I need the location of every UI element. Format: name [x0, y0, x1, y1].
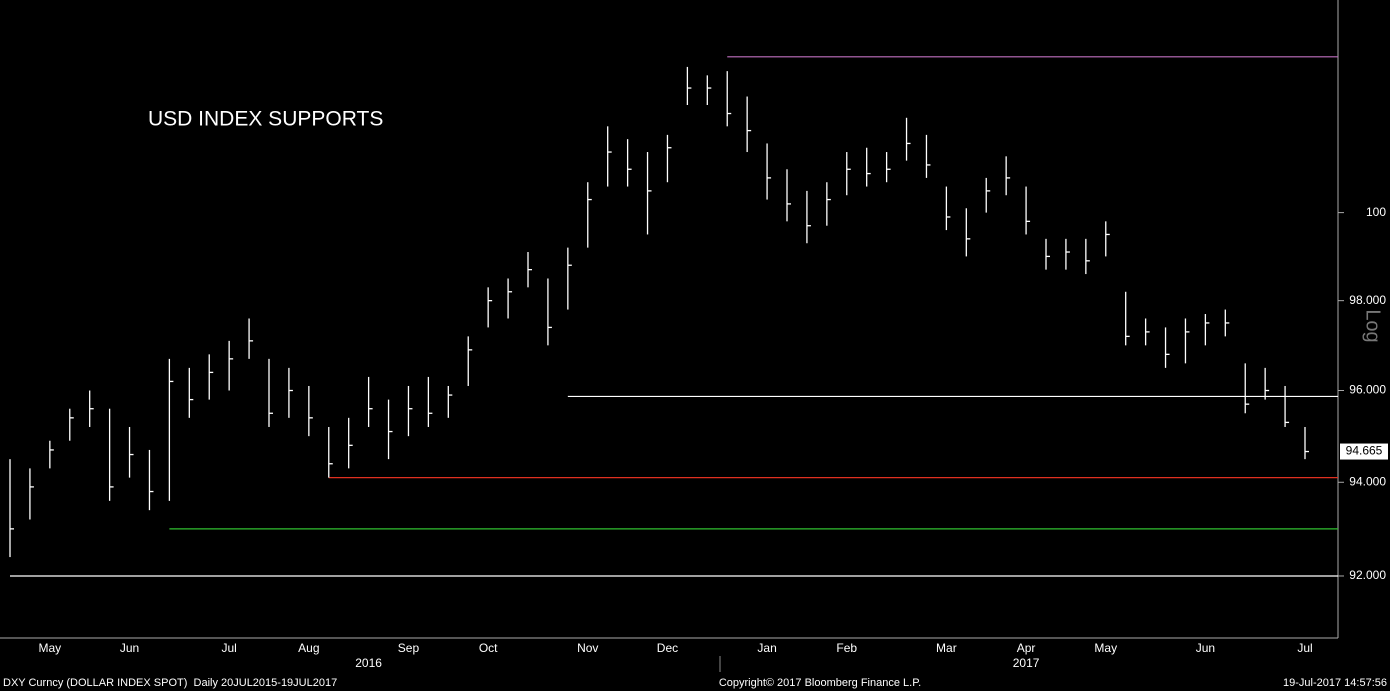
year-label: 2017: [1013, 656, 1040, 670]
y-tick-label: 92.000: [1349, 568, 1386, 582]
x-tick-label: Aug: [298, 641, 319, 655]
x-tick-label: Sep: [398, 641, 420, 655]
x-tick-label: Nov: [577, 641, 598, 655]
x-tick-label: Jun: [1196, 641, 1215, 655]
footer-left: DXY Curncy (DOLLAR INDEX SPOT) Daily 20J…: [3, 677, 337, 689]
last-value-label: 94.665: [1346, 444, 1383, 458]
x-tick-label: May: [1094, 641, 1117, 655]
footer-right: 19-Jul-2017 14:57:56: [1283, 677, 1387, 689]
x-tick-label: Feb: [836, 641, 857, 655]
x-tick-label: Jun: [120, 641, 139, 655]
y-tick-label: 94.000: [1349, 474, 1386, 488]
x-tick-label: Mar: [936, 641, 957, 655]
year-label: 2016: [355, 656, 382, 670]
x-tick-label: Jul: [1297, 641, 1312, 655]
x-tick-label: May: [39, 641, 62, 655]
chart-title: USD INDEX SUPPORTS: [148, 108, 383, 131]
x-tick-label: Oct: [479, 641, 498, 655]
x-tick-label: Jul: [221, 641, 236, 655]
x-tick-label: Dec: [657, 641, 678, 655]
log-label: Log: [1362, 309, 1384, 342]
x-tick-label: Jan: [757, 641, 776, 655]
y-tick-label: 100: [1366, 205, 1386, 219]
y-tick-label: 96.000: [1349, 383, 1386, 397]
footer-center: Copyright© 2017 Bloomberg Finance L.P.: [719, 677, 921, 689]
last-value-box: [1340, 443, 1388, 460]
y-tick-label: 98.000: [1349, 293, 1386, 307]
x-tick-label: Apr: [1017, 641, 1036, 655]
